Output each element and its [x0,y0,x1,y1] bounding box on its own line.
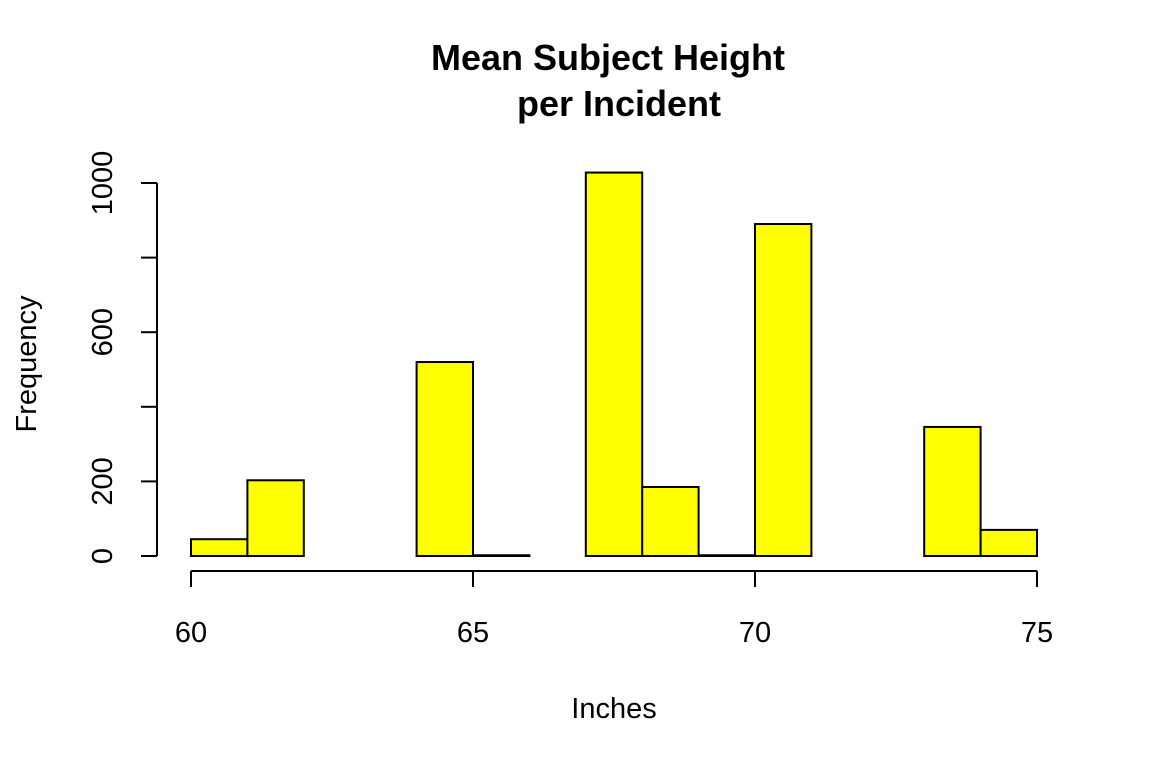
y-tick-label-600: 600 [87,308,119,356]
x-tick-label-60: 60 [175,617,207,649]
histogram-bar-65-66 [472,554,531,558]
histogram-bar-68-69 [641,485,700,557]
y-tick-label-0: 0 [87,548,119,564]
x-tick-label-65: 65 [457,617,489,649]
x-tick-label-70: 70 [739,617,771,649]
histogram-bars [190,171,1038,558]
histogram-bar-61-62 [246,479,305,558]
histogram-bar-70-71 [754,223,813,557]
y-axis-label: Frequency [11,295,43,433]
x-axis: 60 65 70 75 [175,570,1053,649]
histogram-bar-69-70 [697,554,756,558]
histogram-bar-74-75 [979,528,1038,558]
histogram-bar-64-65 [415,361,475,558]
y-axis: 0 200 600 1000 [87,151,158,564]
histogram-bar-73-74 [923,425,982,557]
chart-title-line-2: per Incident [517,83,721,124]
histogram-bar-67-68 [584,171,644,557]
x-axis-label: Inches [571,693,656,725]
y-tick-label-200: 200 [87,457,119,505]
chart-title-line-1: Mean Subject Height [431,37,785,78]
x-tick-label-75: 75 [1021,617,1053,649]
histogram-bar-60-61 [190,538,249,558]
y-tick-label-1000: 1000 [87,151,119,216]
